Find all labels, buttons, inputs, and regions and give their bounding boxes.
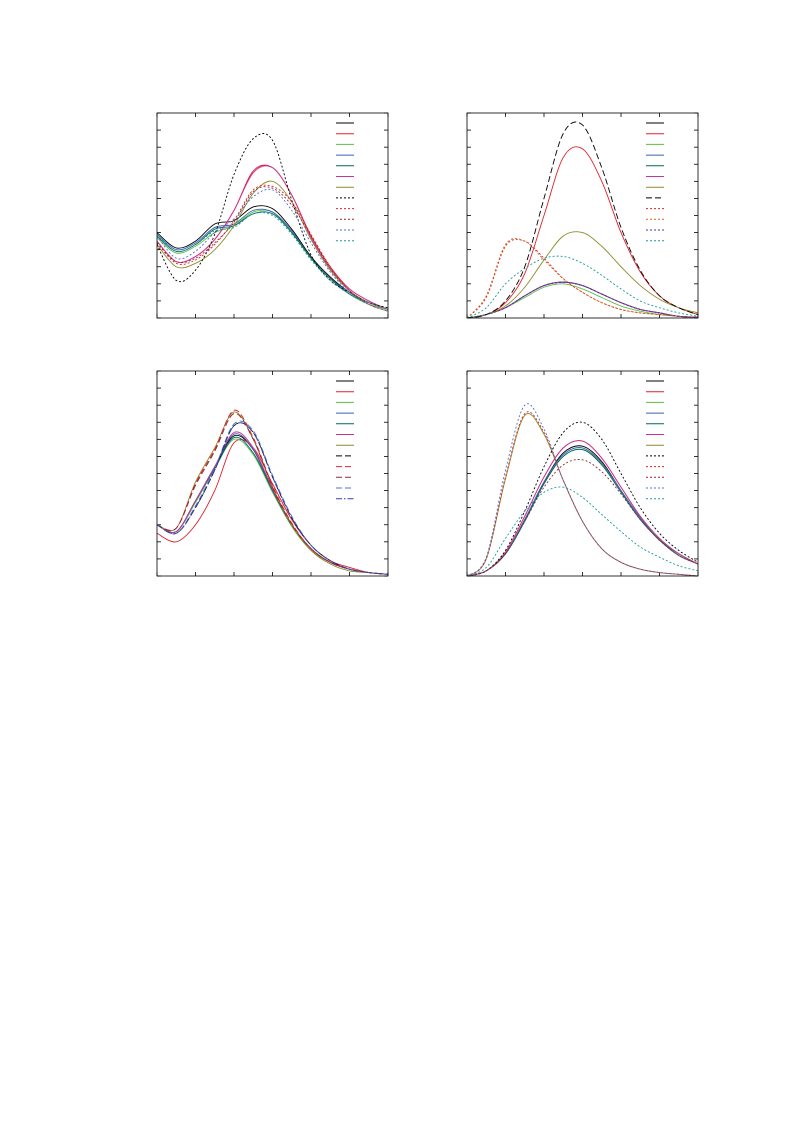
series-line <box>467 281 698 318</box>
series-line <box>467 281 698 318</box>
series-line <box>467 231 698 318</box>
series-line <box>157 413 388 575</box>
legend <box>336 122 354 242</box>
chart-panel <box>466 112 699 319</box>
series-line <box>467 238 698 318</box>
series-line <box>467 440 698 576</box>
series-line <box>157 431 388 575</box>
series-line <box>467 281 698 318</box>
chart-panel <box>466 370 699 577</box>
series-line <box>467 459 698 576</box>
series-line <box>157 186 388 312</box>
series-line <box>157 133 388 309</box>
series-line <box>467 255 698 318</box>
series-line <box>467 121 698 318</box>
series-line <box>157 420 388 575</box>
legend <box>646 122 664 242</box>
series-line <box>157 165 388 310</box>
series-line <box>157 212 388 312</box>
series-line <box>157 188 388 310</box>
series-line <box>467 411 698 576</box>
series-line <box>157 434 388 575</box>
series-line <box>157 438 388 575</box>
series-line <box>467 281 698 318</box>
series-line <box>467 486 698 576</box>
series-line <box>157 409 388 575</box>
plot-frame <box>466 112 699 319</box>
series-line <box>157 184 388 312</box>
chart-panel <box>156 370 389 577</box>
legend <box>646 380 664 500</box>
plot-frame <box>156 112 389 319</box>
series-line <box>157 422 388 575</box>
series-line <box>467 403 698 576</box>
series-line <box>157 433 388 575</box>
series-line <box>467 281 698 318</box>
series-line <box>467 421 698 576</box>
series-line <box>157 438 388 575</box>
plot-frame <box>466 370 699 577</box>
chart-panel <box>156 112 389 319</box>
legend <box>336 380 354 500</box>
series-line <box>157 436 388 575</box>
plot-frame <box>156 370 389 577</box>
